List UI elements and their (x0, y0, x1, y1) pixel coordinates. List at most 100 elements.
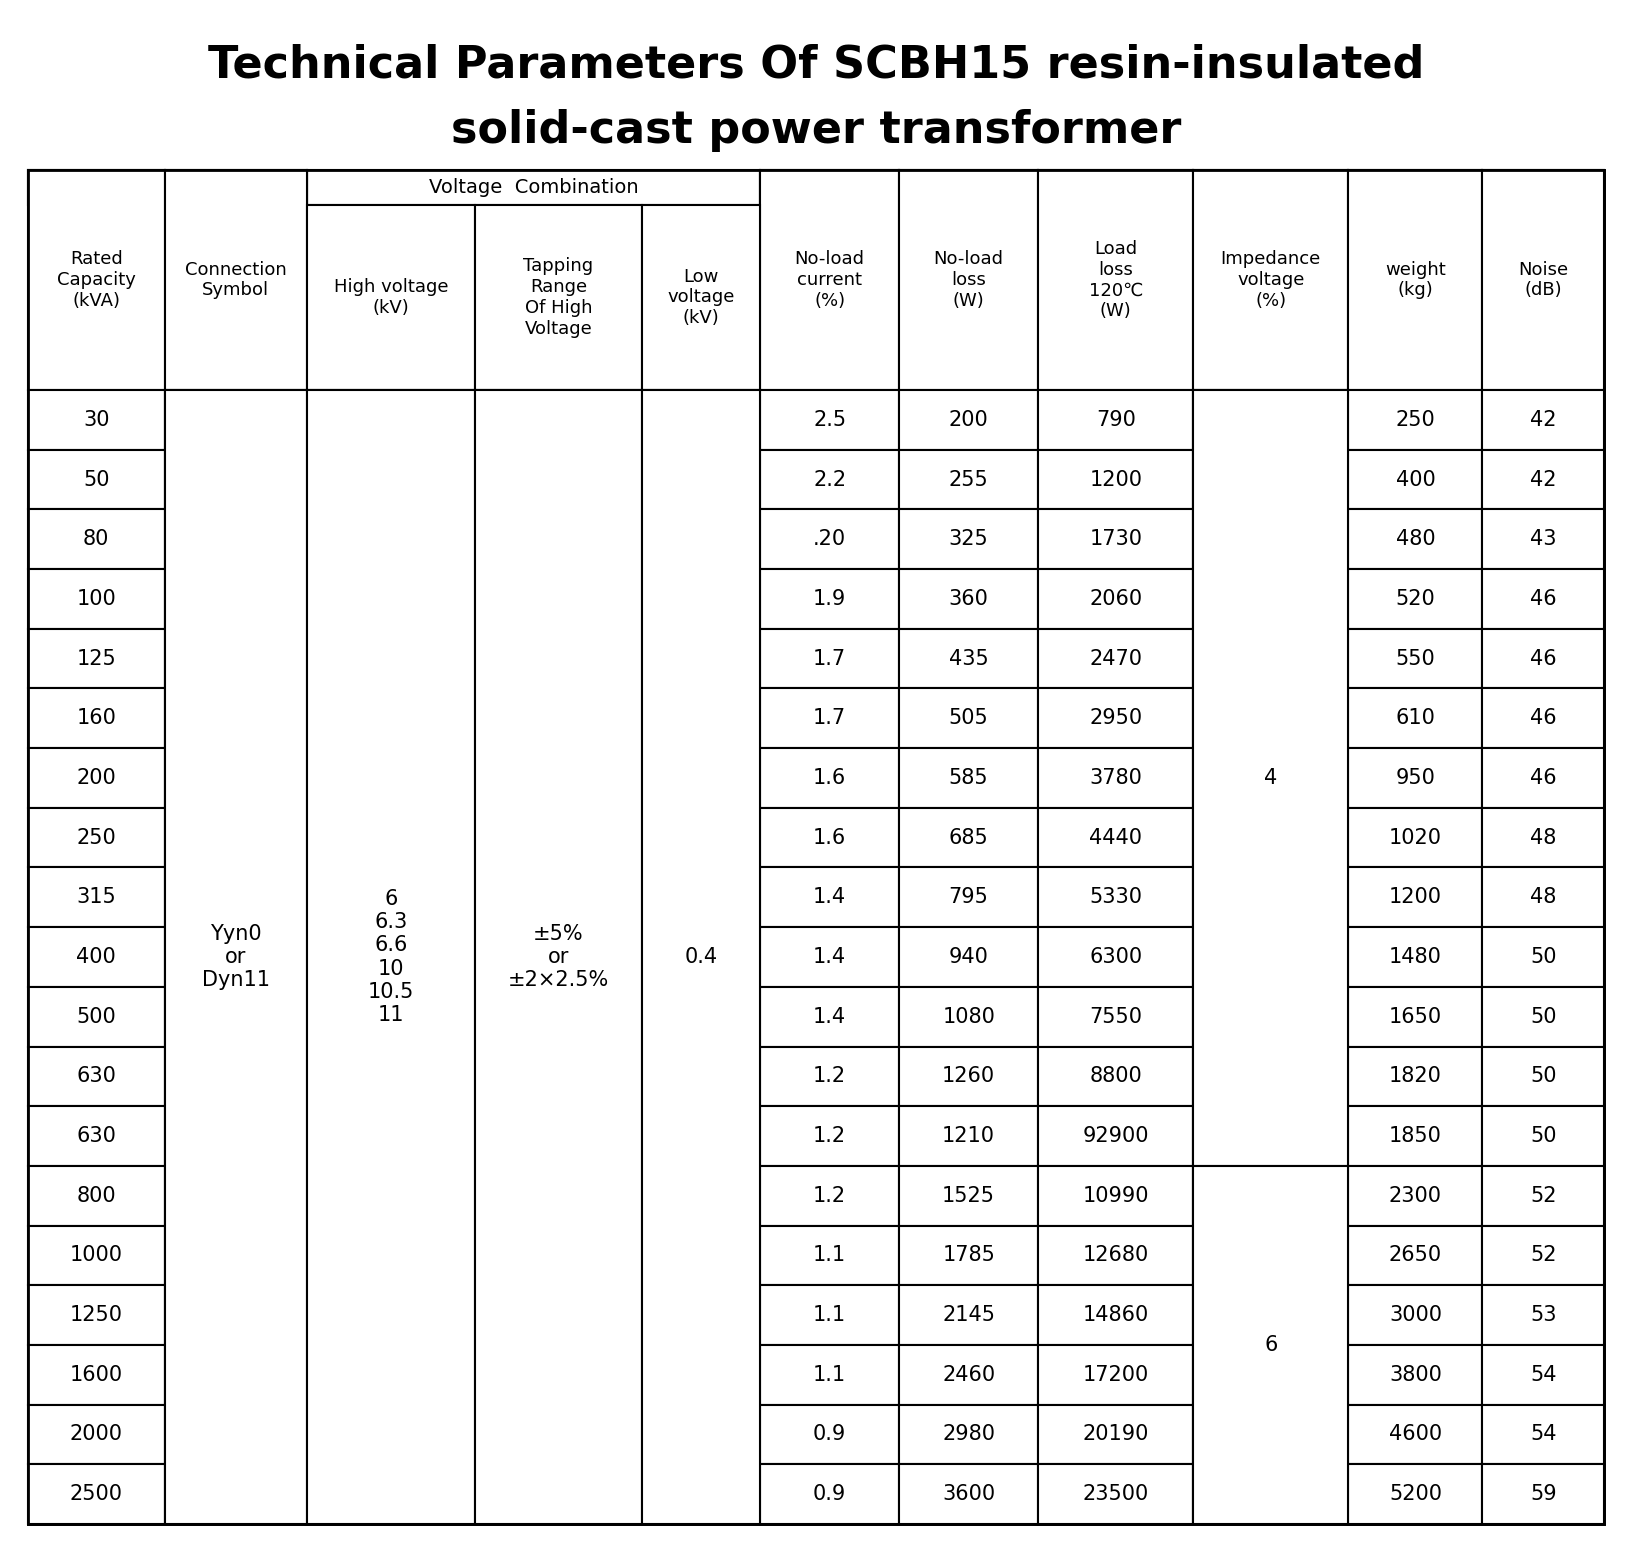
Bar (899, 748, 1038, 808)
Text: 400: 400 (1395, 469, 1435, 489)
Bar (307, 1047, 475, 1106)
Bar (165, 1047, 307, 1106)
Text: 20190: 20190 (1082, 1425, 1149, 1445)
Text: 1.6: 1.6 (813, 828, 847, 848)
Bar (1348, 748, 1482, 808)
Bar (475, 987, 643, 1047)
Text: 6300: 6300 (1089, 947, 1142, 967)
Text: 1200: 1200 (1089, 469, 1142, 489)
Bar (899, 1106, 1038, 1166)
Text: 360: 360 (948, 589, 989, 609)
Bar (643, 509, 761, 569)
Bar (761, 170, 899, 390)
Text: 59: 59 (1529, 1483, 1557, 1503)
Bar (899, 808, 1038, 868)
Bar (1348, 868, 1482, 927)
Text: 4440: 4440 (1089, 828, 1142, 848)
Bar (307, 748, 475, 808)
Bar (1193, 569, 1348, 629)
Bar (1193, 1465, 1348, 1523)
Text: 1480: 1480 (1389, 947, 1441, 967)
Bar (28, 1286, 165, 1345)
Bar (1348, 390, 1482, 450)
Bar (899, 1465, 1038, 1523)
Text: 325: 325 (948, 529, 989, 549)
Bar (475, 450, 643, 509)
Bar (28, 1405, 165, 1465)
Text: 1.4: 1.4 (813, 947, 847, 967)
Text: 3600: 3600 (942, 1483, 996, 1503)
Bar (1482, 1226, 1604, 1286)
Text: 950: 950 (1395, 768, 1435, 788)
Text: 630: 630 (77, 1126, 116, 1146)
Bar (761, 987, 899, 1047)
Bar (1193, 629, 1348, 688)
Text: 0.9: 0.9 (813, 1425, 847, 1445)
Bar (165, 1286, 307, 1345)
Bar (1348, 1047, 1482, 1106)
Bar (643, 808, 761, 868)
Text: 48: 48 (1531, 887, 1557, 907)
Text: 2650: 2650 (1389, 1246, 1443, 1266)
Bar (1482, 629, 1604, 688)
Bar (761, 927, 899, 987)
Bar (899, 509, 1038, 569)
Bar (1038, 688, 1193, 748)
Bar (165, 688, 307, 748)
Bar (1038, 987, 1193, 1047)
Bar (475, 927, 643, 987)
Text: 2470: 2470 (1089, 649, 1142, 669)
Bar (1482, 927, 1604, 987)
Bar (28, 1106, 165, 1166)
Bar (307, 688, 475, 748)
Bar (761, 1405, 899, 1465)
Bar (165, 170, 307, 205)
Bar (165, 450, 307, 509)
Text: 160: 160 (77, 708, 116, 728)
Text: 52: 52 (1529, 1246, 1557, 1266)
Bar (475, 1286, 643, 1345)
Bar (1193, 927, 1348, 987)
Text: 500: 500 (77, 1007, 116, 1027)
Bar (761, 1166, 899, 1226)
Bar (643, 450, 761, 509)
Bar (1038, 868, 1193, 927)
Bar (28, 390, 165, 450)
Bar (1348, 170, 1482, 390)
Bar (761, 1106, 899, 1166)
Bar (1038, 1465, 1193, 1523)
Bar (1193, 868, 1348, 927)
Bar (1038, 509, 1193, 569)
Bar (1482, 688, 1604, 748)
Bar (1482, 748, 1604, 808)
Bar (643, 1286, 761, 1345)
Bar (761, 569, 899, 629)
Bar (643, 688, 761, 748)
Text: 1730: 1730 (1089, 529, 1142, 549)
Text: 1785: 1785 (942, 1246, 996, 1266)
Bar (165, 509, 307, 569)
Text: 1.7: 1.7 (813, 708, 847, 728)
Text: Technical Parameters Of SCBH15 resin-insulated: Technical Parameters Of SCBH15 resin-ins… (207, 43, 1425, 86)
Bar (899, 868, 1038, 927)
Bar (643, 868, 761, 927)
Text: 48: 48 (1531, 828, 1557, 848)
Bar (307, 390, 475, 1523)
Text: 1210: 1210 (942, 1126, 996, 1146)
Text: 1250: 1250 (70, 1305, 122, 1325)
Bar (165, 1345, 307, 1405)
Text: 125: 125 (77, 649, 116, 669)
Text: 940: 940 (948, 947, 989, 967)
Bar (761, 688, 899, 748)
Text: 2460: 2460 (942, 1365, 996, 1385)
Bar (761, 450, 899, 509)
Bar (307, 450, 475, 509)
Bar (1193, 1047, 1348, 1106)
Text: Load
loss
120℃
(W): Load loss 120℃ (W) (1089, 241, 1142, 321)
Bar (1348, 927, 1482, 987)
Bar (28, 170, 1604, 1523)
Bar (1193, 1226, 1348, 1286)
Bar (28, 1226, 165, 1286)
Bar (761, 868, 899, 927)
Bar (761, 1047, 899, 1106)
